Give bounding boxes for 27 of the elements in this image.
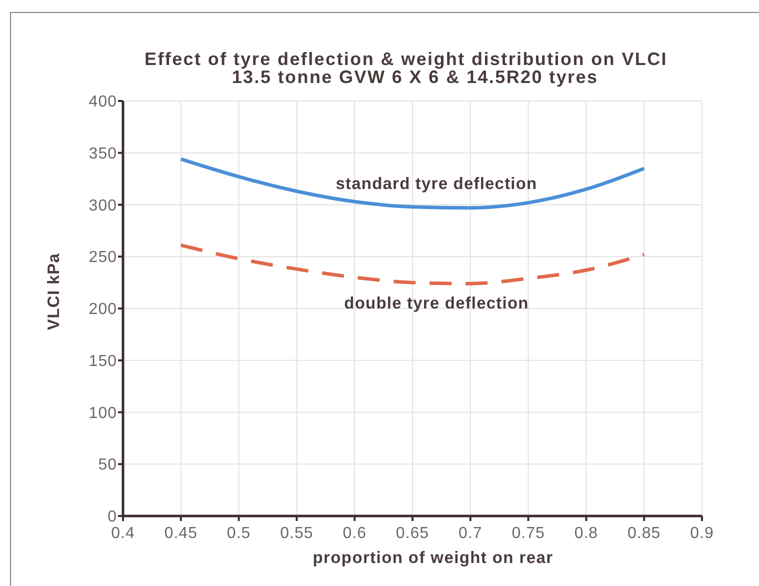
x-tick-label: 0.85 <box>628 525 661 542</box>
y-tick-label: 300 <box>88 197 117 214</box>
x-tick-label: 0.6 <box>342 525 366 542</box>
y-tick-label: 100 <box>88 404 117 422</box>
x-tick-label: 0.75 <box>512 525 545 542</box>
line-series <box>179 157 646 210</box>
y-axis-title: VLCI kPa <box>45 252 63 330</box>
y-tick-label: 150 <box>88 352 117 370</box>
x-tick-label: 0.8 <box>574 525 598 542</box>
line-series <box>179 243 646 286</box>
series-label: standard tyre deflection <box>336 174 538 193</box>
chart-title: Effect of tyre deflection & weight distribution on VLCI <box>144 49 668 69</box>
y-tick-label: 200 <box>88 301 117 318</box>
y-tick-label: 400 <box>88 94 117 111</box>
y-tick-label: 350 <box>88 145 117 162</box>
x-tick-label: 0.7 <box>458 525 482 542</box>
x-axis-title: proportion of weight on rear <box>312 549 554 567</box>
x-tick-label: 0.45 <box>164 525 198 542</box>
y-tick-label: 50 <box>98 456 117 474</box>
x-tick-label: 0.4 <box>111 525 135 542</box>
x-tick-label: 0.65 <box>396 525 430 542</box>
y-tick-label: 0 <box>108 508 117 526</box>
x-tick-label: 0.5 <box>226 525 251 542</box>
x-tick-label: 0.9 <box>690 525 714 542</box>
y-tick-label: 250 <box>88 249 117 266</box>
series-label: double tyre deflection <box>344 294 529 313</box>
x-tick-label: 0.55 <box>280 525 314 542</box>
